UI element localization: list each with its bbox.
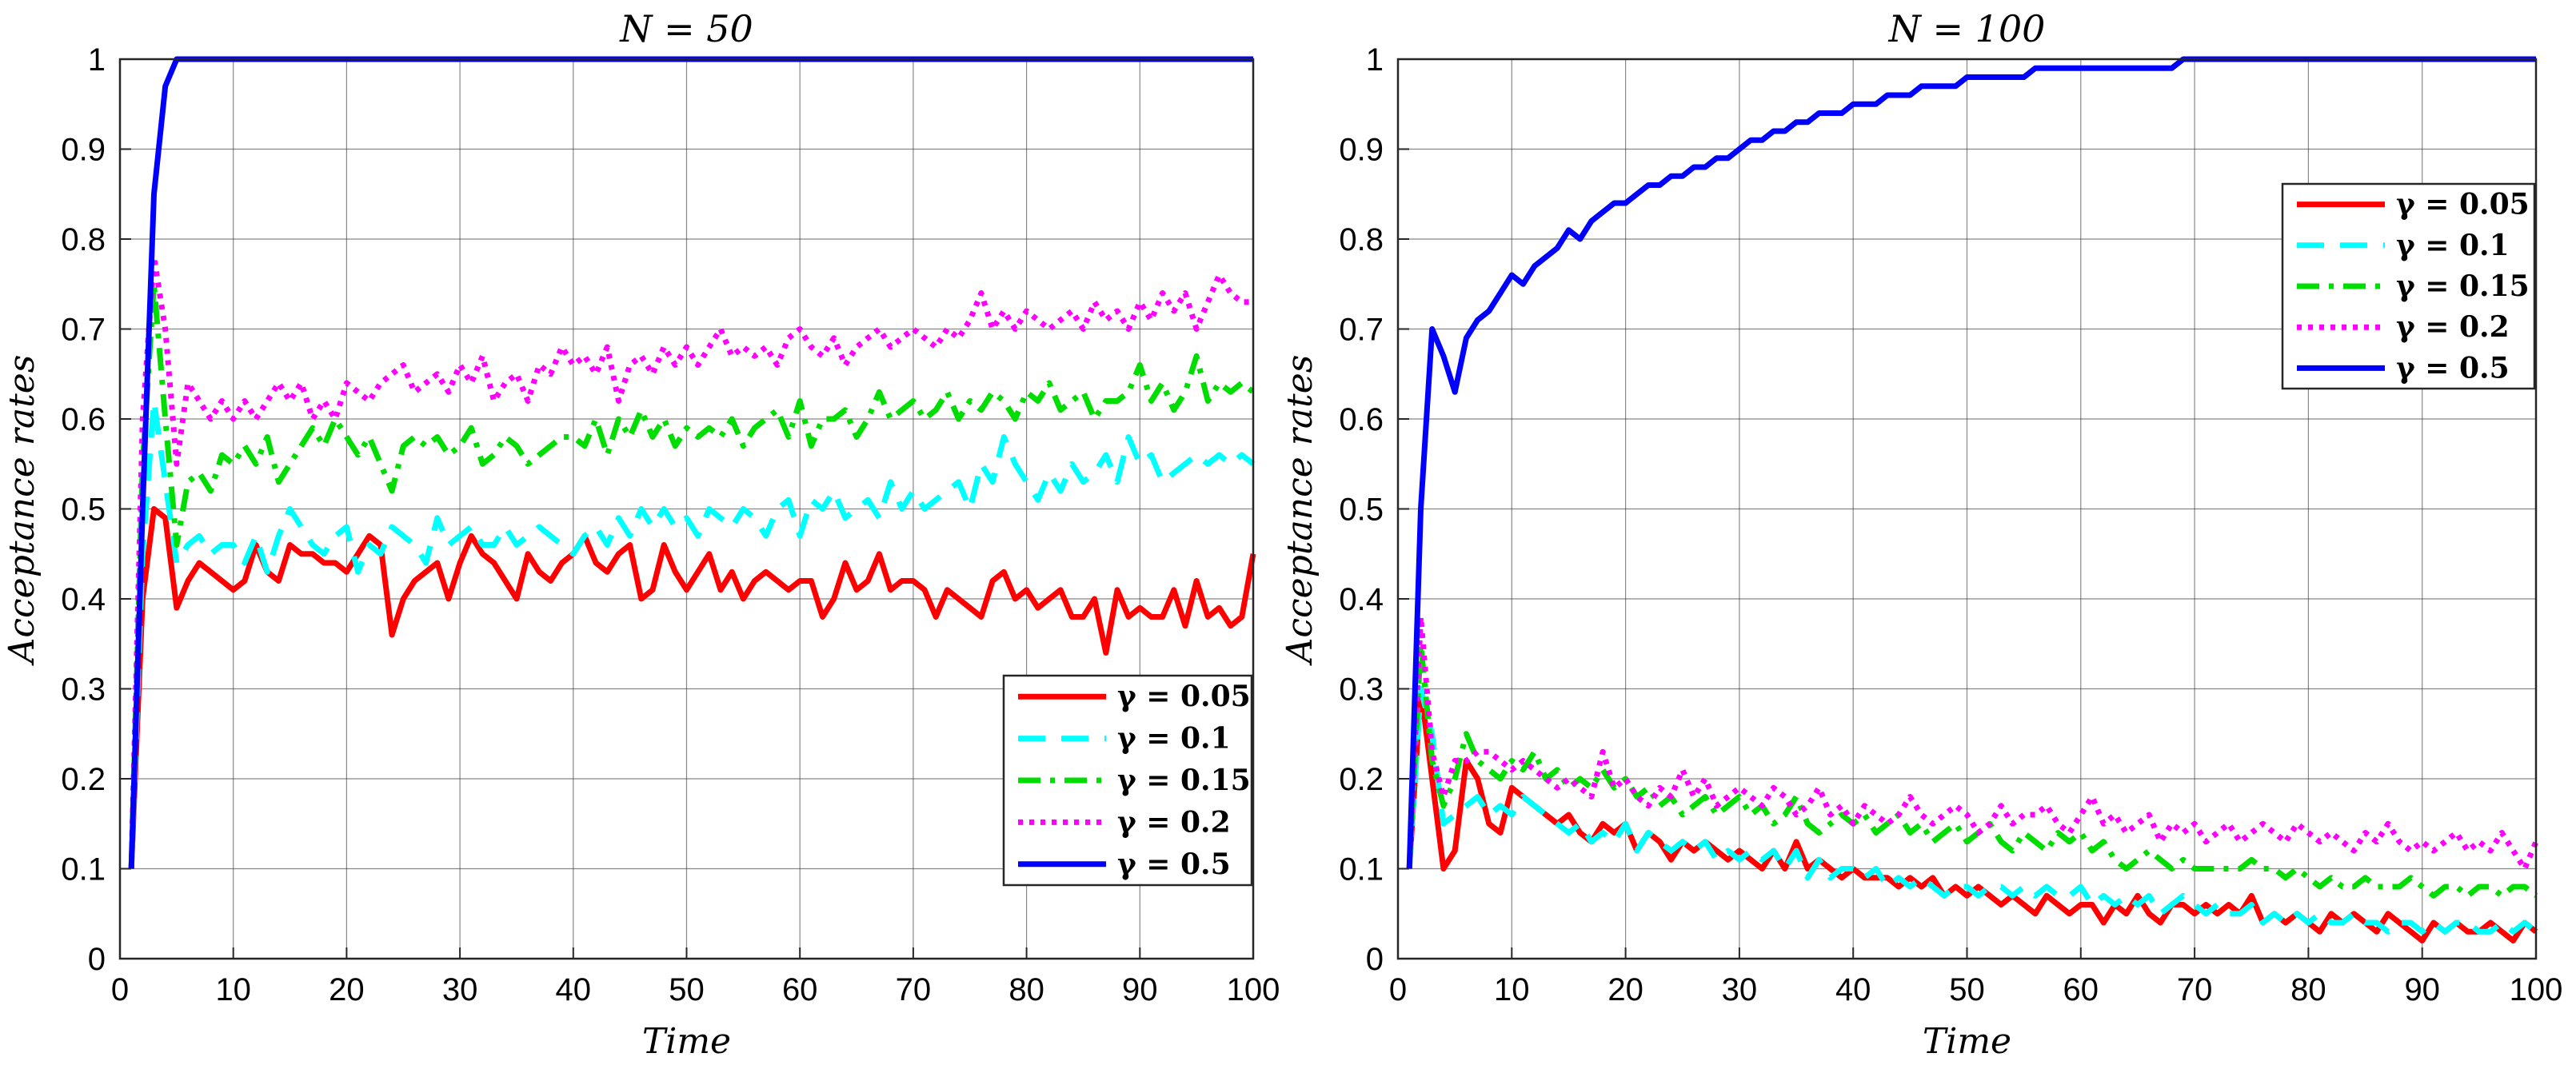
y-tick-label: 0.8: [61, 222, 106, 257]
y-tick-label: 0.4: [1339, 582, 1384, 617]
y-tick-label: 0.7: [1339, 313, 1384, 348]
series-line-4: [1406, 614, 2539, 872]
x-tick-label: 20: [329, 972, 365, 1007]
chart-title: N = 50: [619, 7, 753, 50]
series-line-2: [1406, 686, 2538, 935]
y-tick-label: 0.7: [61, 313, 106, 348]
legend-label: γ = 0.5: [1117, 848, 1231, 881]
y-tick-label: 0.6: [61, 402, 106, 437]
legend-label: γ = 0.05: [2396, 188, 2530, 221]
y-tick-label: 0.1: [1339, 852, 1384, 888]
x-tick-label: 90: [1122, 972, 1158, 1007]
x-tick-label: 40: [1835, 972, 1871, 1007]
x-tick-label: 10: [1494, 972, 1530, 1007]
y-tick-label: 0.3: [61, 672, 106, 708]
legend-label: γ = 0.1: [2396, 229, 2510, 262]
y-tick-label: 0.3: [1339, 672, 1384, 708]
x-tick-label: 20: [1608, 972, 1643, 1007]
series-line-1: [128, 506, 1256, 869]
x-tick-label: 50: [669, 972, 705, 1007]
x-tick-label: 60: [782, 972, 818, 1007]
y-axis-label: Acceptance rates: [2, 355, 42, 667]
y-tick-label: 0.5: [1339, 493, 1384, 528]
x-tick-label: 0: [111, 972, 129, 1007]
legend: γ = 0.05 γ = 0.1 γ = 0.15 γ = 0.2 γ = 0.5: [2281, 182, 2536, 390]
chart-title: N = 100: [1888, 7, 2046, 50]
x-tick-label: 80: [1008, 972, 1044, 1007]
legend-label: γ = 0.05: [1117, 680, 1251, 713]
series-line-3: [128, 281, 1256, 869]
y-tick-label: 0.2: [1339, 762, 1384, 797]
x-tick-label: 30: [1722, 972, 1758, 1007]
y-tick-label: 0.9: [1339, 133, 1384, 168]
legend-label: γ = 0.15: [2396, 269, 2530, 303]
x-tick-label: 30: [442, 972, 478, 1007]
x-tick-label: 100: [1227, 972, 1280, 1007]
y-tick-label: 0: [88, 942, 106, 977]
x-tick-label: 70: [896, 972, 932, 1007]
chart-panel-1: 0 10 20 30 40 50 60 70 80 90 100 0 0.1 0.2 0.3 0.4 0.5 0.…: [2, 7, 1280, 1062]
x-tick-label: 70: [2177, 972, 2213, 1007]
y-tick-label: 1: [88, 42, 106, 78]
x-tick-label: 100: [2510, 972, 2563, 1007]
x-tick-label: 60: [2063, 972, 2099, 1007]
legend-label: γ = 0.15: [1117, 764, 1251, 797]
y-tick-label: 0.6: [1339, 402, 1384, 437]
y-tick-label: 0.2: [61, 762, 106, 797]
chart-panel-2: 0 10 20 30 40 50 60 70 80 90 100 0 0.1 0.2 0.3 0.4 0.5 0.…: [1280, 7, 2562, 1062]
x-tick-label: 40: [556, 972, 592, 1007]
y-tick-label: 1: [1366, 42, 1384, 78]
series-line-3: [1406, 640, 2538, 899]
y-tick-label: 0.4: [61, 582, 106, 617]
legend-box: [1002, 674, 1253, 887]
x-tick-label: 90: [2404, 972, 2440, 1007]
y-tick-label: 0.1: [61, 852, 106, 888]
x-tick-label: 50: [1949, 972, 1985, 1007]
series-line-4: [128, 254, 1253, 869]
x-axis-label: Time: [642, 1021, 731, 1062]
series-line-2: [128, 398, 1256, 869]
legend-label: γ = 0.1: [1117, 722, 1231, 756]
y-tick-label: 0: [1366, 942, 1384, 977]
legend-label: γ = 0.5: [2396, 351, 2510, 385]
x-tick-label: 0: [1389, 972, 1407, 1007]
legend-label: γ = 0.2: [2396, 310, 2510, 344]
x-tick-label: 10: [215, 972, 251, 1007]
y-tick-label: 0.8: [1339, 222, 1384, 257]
y-tick-label: 0.5: [61, 493, 106, 528]
y-tick-label: 0.9: [61, 133, 106, 168]
y-axis-label: Acceptance rates: [1280, 355, 1320, 667]
legend-box: [2281, 182, 2536, 390]
legend: γ = 0.05 γ = 0.1 γ = 0.15 γ = 0.2 γ = 0.5: [1002, 674, 1253, 887]
x-axis-label: Time: [1923, 1021, 2011, 1062]
x-tick-label: 80: [2290, 972, 2326, 1007]
legend-label: γ = 0.2: [1117, 805, 1231, 839]
